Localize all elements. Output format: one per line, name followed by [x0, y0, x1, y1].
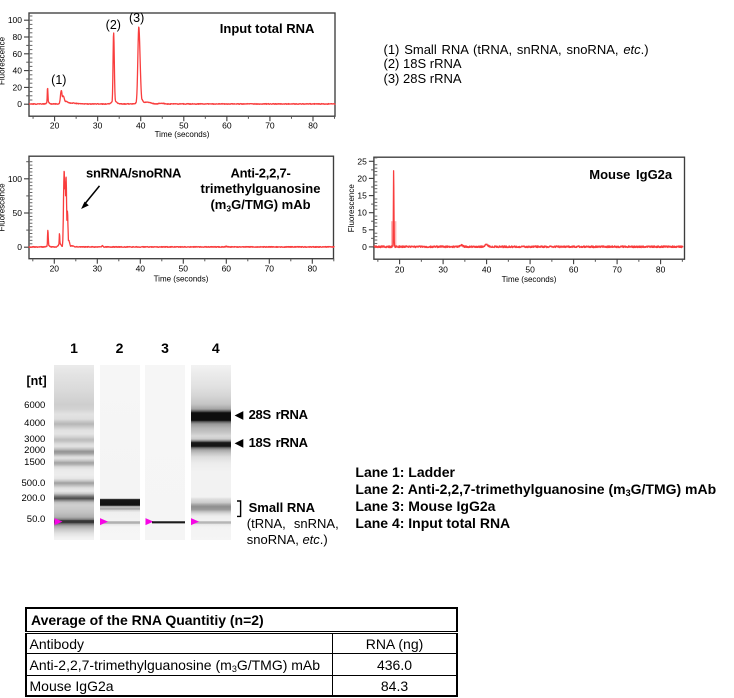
svg-text:Anti-2,2,7-: Anti-2,2,7-	[230, 165, 290, 180]
svg-text:60: 60	[569, 264, 579, 274]
svg-text:80: 80	[308, 120, 318, 130]
svg-text:0: 0	[17, 99, 22, 109]
svg-text:50: 50	[179, 264, 189, 274]
svg-text:100: 100	[8, 174, 22, 184]
svg-text:0: 0	[362, 242, 367, 252]
svg-text:5: 5	[362, 225, 367, 235]
svg-text:50: 50	[525, 264, 535, 274]
svg-text:40: 40	[136, 264, 146, 274]
svg-text:60: 60	[222, 264, 232, 274]
svg-text:70: 70	[612, 264, 622, 274]
svg-text:80: 80	[656, 264, 666, 274]
svg-text:Time (seconds): Time (seconds)	[155, 130, 210, 139]
svg-text:trimethylguanosine: trimethylguanosine	[201, 181, 321, 196]
svg-text:70: 70	[265, 120, 275, 130]
svg-text:Fluorescence: Fluorescence	[347, 184, 356, 233]
svg-text:20: 20	[50, 120, 60, 130]
svg-text:15: 15	[357, 191, 367, 201]
svg-text:80: 80	[308, 264, 318, 274]
svg-text:30: 30	[93, 264, 103, 274]
svg-text:30: 30	[93, 120, 103, 130]
svg-text:100: 100	[8, 15, 22, 25]
svg-text:40: 40	[482, 264, 492, 274]
svg-text:Time (seconds): Time (seconds)	[154, 275, 209, 284]
svg-text:80: 80	[13, 32, 23, 42]
svg-text:60: 60	[13, 49, 23, 59]
svg-text:30: 30	[438, 264, 448, 274]
svg-text:25: 25	[357, 156, 367, 166]
svg-text:Time (seconds): Time (seconds)	[502, 275, 557, 284]
svg-text:0: 0	[17, 242, 22, 252]
svg-text:20: 20	[13, 82, 23, 92]
svg-text:Fluorescence: Fluorescence	[0, 183, 6, 232]
svg-text:20: 20	[357, 173, 367, 183]
svg-text:Fluorescence: Fluorescence	[0, 36, 6, 85]
svg-text:(2): (2)	[106, 18, 121, 32]
svg-text:40: 40	[136, 120, 146, 130]
svg-text:40: 40	[13, 66, 23, 76]
svg-text:10: 10	[357, 208, 367, 218]
svg-text:20: 20	[50, 264, 60, 274]
svg-text:70: 70	[265, 264, 275, 274]
svg-text:Mouse IgG2a: Mouse IgG2a	[589, 167, 673, 182]
svg-text:(3): (3)	[129, 11, 144, 25]
svg-text:50: 50	[13, 208, 23, 218]
svg-text:Input total RNA: Input total RNA	[220, 21, 315, 36]
svg-text:(m3G/TMG) mAb: (m3G/TMG) mAb	[210, 197, 310, 214]
svg-text:snRNA/snoRNA: snRNA/snoRNA	[86, 165, 182, 180]
svg-text:50: 50	[179, 120, 189, 130]
svg-text:(1): (1)	[51, 73, 66, 87]
svg-text:60: 60	[222, 120, 232, 130]
svg-text:20: 20	[395, 264, 405, 274]
